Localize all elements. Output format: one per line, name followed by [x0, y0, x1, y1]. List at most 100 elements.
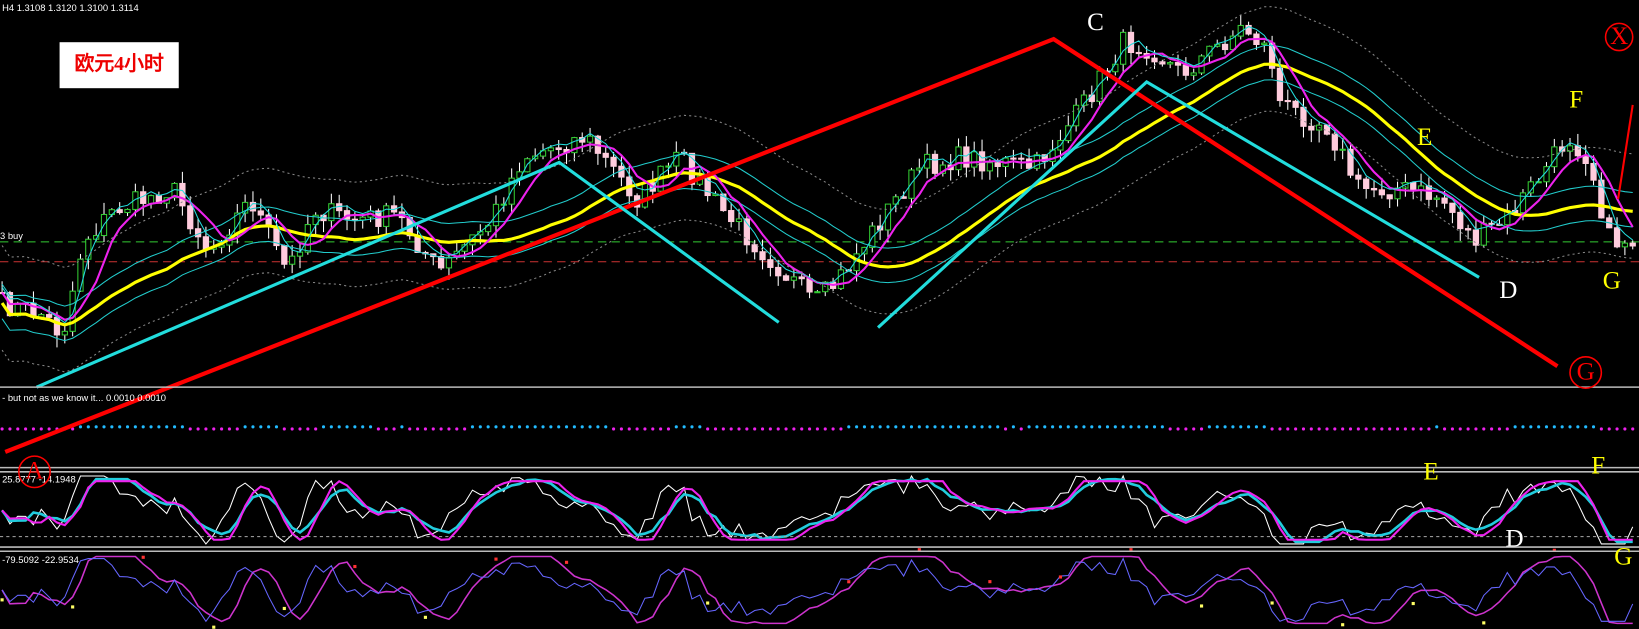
step-dot — [149, 425, 153, 429]
step-dot — [24, 427, 28, 431]
signal-dot — [1270, 601, 1274, 605]
candle-body — [1590, 162, 1597, 181]
step-dot — [1341, 427, 1345, 431]
candle-body — [1378, 189, 1385, 196]
signal-dot — [282, 606, 286, 611]
step-dot — [1544, 425, 1549, 429]
step-dot — [1623, 427, 1627, 431]
signal-dot — [353, 564, 357, 569]
step-dot — [588, 425, 592, 429]
step-dot — [447, 427, 451, 431]
step-dot — [1537, 425, 1541, 429]
buy-label: 3 buy — [0, 230, 23, 241]
candle-body — [775, 266, 782, 277]
indicator-line — [1, 44, 1633, 307]
step-dot — [1137, 425, 1141, 429]
step-dot — [847, 425, 851, 429]
step-dot — [1254, 425, 1258, 429]
step-dot — [78, 425, 83, 429]
candle-body — [665, 165, 672, 168]
step-dot — [1176, 427, 1180, 431]
candle-body — [1190, 72, 1197, 76]
step-dot — [8, 427, 12, 431]
signal-dot — [706, 601, 710, 605]
step-dot — [1591, 425, 1596, 429]
wave-label: D — [1506, 526, 1524, 553]
signal-dot — [1552, 548, 1556, 552]
step-dot — [564, 425, 569, 429]
step-dot — [212, 427, 216, 431]
candle-body — [241, 201, 249, 214]
step-dot — [345, 425, 349, 429]
signal-dot — [423, 615, 427, 619]
step-dot — [1113, 425, 1117, 429]
step-dot — [596, 425, 600, 429]
candle-body — [257, 210, 264, 216]
candle-body — [53, 316, 61, 336]
step-dot — [478, 425, 482, 429]
signal-dot — [917, 548, 921, 552]
step-dot — [604, 425, 608, 429]
candle-body — [1276, 67, 1284, 102]
step-dot — [1082, 425, 1086, 429]
step-dot — [612, 427, 616, 431]
candle-body — [1159, 61, 1166, 65]
step-dot — [580, 425, 584, 429]
wave-line — [1617, 104, 1634, 200]
candle-body — [1574, 145, 1581, 157]
step-dot — [878, 425, 882, 429]
step-dot — [1348, 427, 1353, 431]
candle-body — [1167, 62, 1174, 65]
step-dot — [729, 427, 733, 431]
signal-dot — [564, 560, 569, 564]
candle-body — [1112, 63, 1119, 73]
step-dot — [1247, 425, 1251, 429]
wave-line — [4, 36, 1559, 454]
candle-body — [445, 256, 453, 269]
candle-body — [187, 205, 194, 230]
candle-body — [641, 182, 649, 208]
candle-body — [994, 162, 1001, 167]
candle-body — [1025, 158, 1033, 169]
pane-dividers — [0, 386, 1639, 553]
step-dot — [47, 427, 51, 431]
candle-body — [1182, 64, 1190, 76]
step-dot — [1043, 425, 1047, 429]
candle-body — [194, 228, 202, 238]
step-dot — [721, 427, 725, 431]
candle-body — [555, 147, 562, 151]
step-dot — [1262, 425, 1266, 429]
candle-body — [1041, 154, 1048, 162]
step-dot — [1490, 427, 1494, 431]
candle-body — [861, 246, 868, 255]
step-dot — [1223, 425, 1227, 429]
step-dot — [1145, 425, 1149, 429]
title-box — [59, 42, 179, 89]
step-dot — [486, 425, 490, 429]
step-dot — [1121, 425, 1125, 429]
indicator-line — [1, 6, 1633, 268]
candle-body — [1613, 227, 1621, 248]
step-dot — [290, 427, 294, 431]
candle-body — [108, 209, 115, 216]
candle-body — [1127, 31, 1135, 54]
step-dot — [165, 425, 169, 429]
candle-body — [1300, 106, 1307, 127]
candle-body — [892, 196, 899, 205]
candle-body — [1072, 104, 1080, 127]
step-dot — [1388, 427, 1392, 431]
step-dot — [1552, 425, 1556, 429]
candle-body — [790, 276, 798, 281]
signal-dot — [1482, 621, 1486, 625]
candle-body — [955, 146, 962, 171]
step-dot — [1027, 425, 1031, 429]
step-dot — [416, 427, 420, 431]
step-dot — [1529, 425, 1533, 429]
step-dot — [16, 427, 20, 431]
step-dot — [1403, 427, 1407, 431]
candle-body — [610, 156, 617, 167]
candle-body — [1261, 42, 1268, 45]
step-dot — [1325, 427, 1329, 431]
candle-body — [728, 210, 735, 223]
candle-body — [759, 251, 766, 261]
